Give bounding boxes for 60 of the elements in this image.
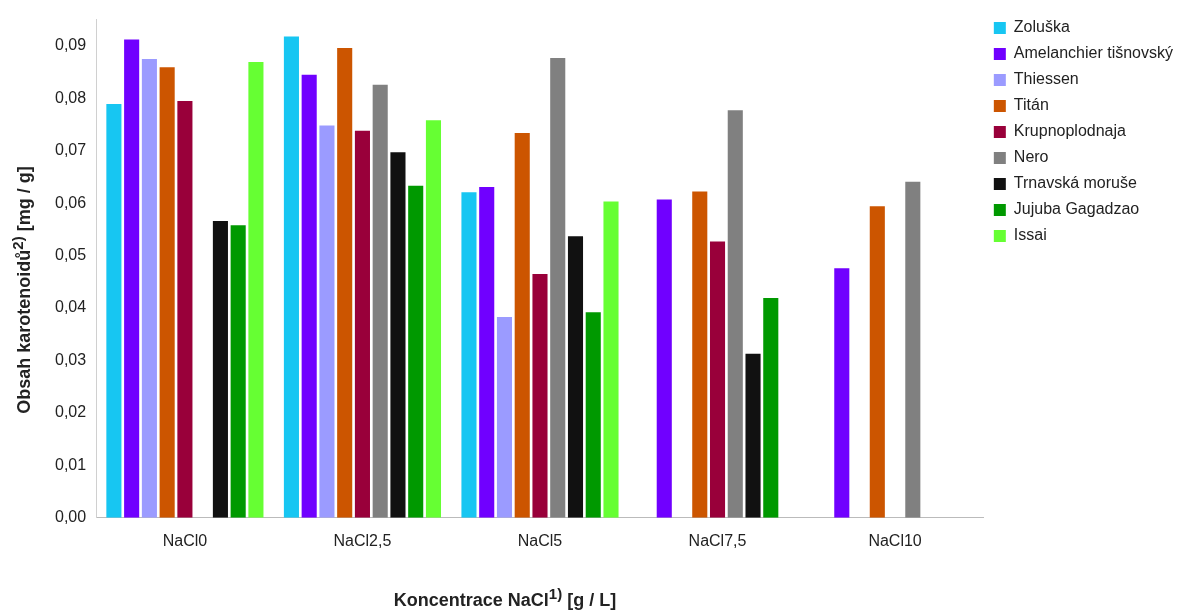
legend-label: Jujuba Gagadzao xyxy=(1013,200,1140,218)
legend-label: Zoluška xyxy=(1013,18,1070,36)
y-tick-label: 0,07 xyxy=(55,141,87,159)
bar xyxy=(479,186,495,518)
y-tick-label: 0,04 xyxy=(55,298,87,316)
legend-label: Nero xyxy=(1013,148,1049,166)
bar xyxy=(514,132,530,518)
bar xyxy=(354,130,370,518)
legend-label: Amelanchier tišnovský xyxy=(1013,44,1173,62)
bar xyxy=(532,273,548,518)
x-axis-title: Koncentrace NaCl$^{1)}$ [g / L] xyxy=(392,585,618,611)
bar xyxy=(177,100,193,518)
legend-label: Titán xyxy=(1013,96,1049,114)
bar xyxy=(408,185,424,518)
bar xyxy=(159,67,175,518)
bar xyxy=(141,58,157,518)
bar xyxy=(603,201,619,518)
bar xyxy=(106,104,122,518)
y-tick-label: 0,03 xyxy=(55,350,87,368)
x-tick-label: NaCl2,5 xyxy=(333,531,392,549)
bar xyxy=(461,192,477,518)
y-tick-label: 0,08 xyxy=(55,88,87,106)
bar xyxy=(230,225,246,518)
bar xyxy=(905,181,921,518)
x-tick-label: NaCl5 xyxy=(517,531,563,549)
legend-label: Trnavská moruše xyxy=(1013,174,1137,192)
bar xyxy=(212,220,228,518)
bar xyxy=(745,353,761,518)
bar xyxy=(692,191,708,518)
y-tick-label: 0,06 xyxy=(55,193,87,211)
y-tick-label: 0,05 xyxy=(55,246,87,263)
x-tick-label: NaCl7,5 xyxy=(688,531,747,549)
y-tick-label: 0,02 xyxy=(55,403,87,421)
bar xyxy=(550,57,566,518)
y-tick-label: 0,00 xyxy=(55,508,87,526)
bar xyxy=(425,120,442,518)
bar xyxy=(656,199,672,518)
bar xyxy=(709,241,726,518)
legend-label: Krupnoplodnaja xyxy=(1013,122,1127,140)
x-tick-label: NaCl10 xyxy=(868,531,922,549)
bar xyxy=(585,312,601,518)
bar xyxy=(319,125,335,518)
legend-label: Issai xyxy=(1013,226,1047,244)
bar xyxy=(337,47,353,518)
bar xyxy=(372,84,388,518)
legend-label: Thiessen xyxy=(1013,70,1079,88)
x-tick-label: NaCl0 xyxy=(162,531,208,549)
bar xyxy=(763,298,779,518)
bar xyxy=(727,110,743,518)
bar xyxy=(567,236,584,518)
bar xyxy=(301,74,317,518)
bar xyxy=(283,36,299,518)
bar xyxy=(834,268,850,518)
bar xyxy=(124,39,140,518)
bar xyxy=(869,206,885,518)
y-tick-label: 0,09 xyxy=(55,36,87,54)
bar xyxy=(496,316,513,518)
y-tick-label: 0,01 xyxy=(55,455,87,473)
bar xyxy=(390,152,406,518)
bar xyxy=(248,62,264,518)
